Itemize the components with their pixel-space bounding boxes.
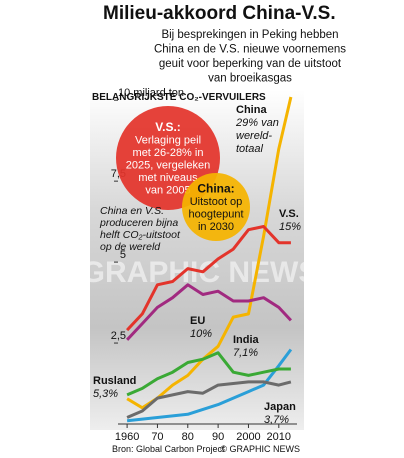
series-share: 10% xyxy=(190,328,212,340)
series-label: China xyxy=(236,104,267,116)
series-label: EU xyxy=(190,315,205,327)
x-tick-label: 1960 xyxy=(115,431,139,443)
series-line xyxy=(126,380,292,419)
note: helft CO₂-uitstoot xyxy=(100,229,181,241)
callout-text: in 2030 xyxy=(198,221,234,233)
callout-title: China: xyxy=(197,181,234,195)
callout-text: met 26-28% in xyxy=(133,147,204,159)
subtitle: geuit voor beperking van de uitstoot xyxy=(159,58,342,70)
callout-text: Uitstoot op xyxy=(190,196,243,208)
series-share: 3,7% xyxy=(264,414,289,426)
note: China en V.S. xyxy=(100,205,164,217)
callout-circle xyxy=(182,173,250,241)
chart-title: Milieu-akkoord China-V.S. xyxy=(103,3,336,24)
source: Bron: Global Carbon Project xyxy=(112,444,225,454)
series-line xyxy=(126,225,291,332)
series-share: 15% xyxy=(279,221,301,233)
subtitle: van broeikasgas xyxy=(208,73,292,85)
series-line xyxy=(126,351,291,397)
y-tick-label: 2,5 xyxy=(111,330,126,342)
series-share: 5,3% xyxy=(93,388,118,400)
subtitle: Bij besprekingen in Peking hebben xyxy=(161,29,338,41)
credit: © GRAPHIC NEWS xyxy=(220,444,300,454)
callout-text: Verlaging peil xyxy=(135,134,201,146)
x-tick-label: 80 xyxy=(182,431,194,443)
x-tick-label: 90 xyxy=(212,431,224,443)
section-label: BELANGRIJKSTE CO₂-VERVUILERS xyxy=(92,92,266,103)
x-tick-label: 2010 xyxy=(267,431,291,443)
x-tick-label: 70 xyxy=(151,431,163,443)
y-tick-label: 10 miljard ton xyxy=(118,87,184,99)
series-label: Japan xyxy=(264,401,296,413)
series-label: India xyxy=(233,334,260,346)
y-tick-label: 5 xyxy=(120,249,126,261)
series-share: 29% van xyxy=(235,117,279,129)
series-share: totaal xyxy=(236,143,263,155)
callout-text: met niveaus xyxy=(138,172,198,184)
series-line xyxy=(126,283,292,341)
note: produceren bijna xyxy=(99,217,178,229)
callout-text: hoogtepunt xyxy=(188,208,243,220)
series-label: V.S. xyxy=(279,208,299,220)
callout-title: V.S.: xyxy=(155,120,181,134)
subtitle: China en de V.S. nieuwe voornemens xyxy=(154,44,346,56)
callout-text: van 2005 xyxy=(145,184,190,196)
series-share: 7,1% xyxy=(233,347,258,359)
note: op de wereld xyxy=(100,241,161,253)
series-share: wereld- xyxy=(236,130,272,142)
callout-text: 2025, vergeleken xyxy=(126,159,210,171)
series-label: Rusland xyxy=(93,375,136,387)
x-tick-label: 2000 xyxy=(236,431,260,443)
